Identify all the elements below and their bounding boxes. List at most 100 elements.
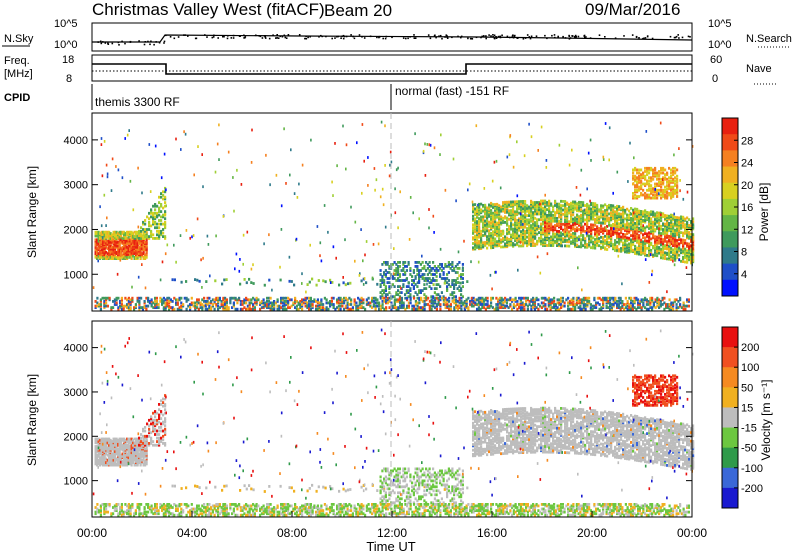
power-cell <box>662 176 665 180</box>
power-cell <box>360 296 363 300</box>
power-cell <box>283 300 286 303</box>
power-cell <box>395 267 398 270</box>
power-cell <box>522 225 525 229</box>
nsky-point <box>643 37 645 40</box>
power-cell <box>547 304 550 308</box>
power-cell <box>299 304 302 308</box>
power-cell <box>138 231 141 235</box>
power-cell <box>636 195 639 198</box>
nsky-point <box>276 34 278 36</box>
power-cell <box>462 301 465 305</box>
power-cell <box>453 267 456 270</box>
power-cell <box>526 231 529 235</box>
power-cell <box>500 209 503 213</box>
power-cell <box>285 301 288 305</box>
power-cell <box>395 306 398 309</box>
power-cell <box>451 300 454 303</box>
power-cell <box>672 217 675 220</box>
power-cell <box>546 235 549 239</box>
power-cell <box>590 207 593 211</box>
power-cell <box>684 239 687 242</box>
power-cell <box>215 304 218 308</box>
power-cell <box>656 221 659 225</box>
power-cell <box>383 261 386 264</box>
power-cell <box>428 281 431 284</box>
power-cell <box>432 301 435 305</box>
power-cell <box>560 227 563 230</box>
power-cell <box>283 296 286 300</box>
power-cell <box>582 238 585 242</box>
power-cell <box>636 246 639 250</box>
power-cell <box>550 224 553 227</box>
power-cell <box>332 304 335 308</box>
power-cell <box>596 212 599 216</box>
power-cell <box>682 248 685 252</box>
power-cell <box>567 304 570 308</box>
power-cell <box>502 239 505 243</box>
power-cell <box>416 281 419 285</box>
nsky-point <box>584 36 586 39</box>
power-cell <box>444 263 447 266</box>
power-cell <box>628 222 631 226</box>
power-cell <box>246 298 249 302</box>
nsky-point <box>414 37 417 39</box>
power-cell <box>632 243 635 246</box>
power-cell <box>105 301 108 305</box>
power-cell <box>618 233 621 237</box>
power-cell <box>99 242 102 245</box>
power-cell <box>551 300 554 303</box>
power-cell <box>524 230 527 233</box>
power-cell <box>634 217 637 221</box>
power-cell <box>644 296 647 300</box>
power-cell <box>446 265 449 268</box>
power-cell <box>670 228 673 231</box>
power-cell <box>640 245 643 249</box>
power-cell <box>476 303 479 306</box>
power-cell <box>670 168 673 172</box>
power-cell <box>676 246 679 250</box>
power-cell <box>602 220 605 224</box>
nsky-point <box>575 35 577 38</box>
power-cell <box>664 232 667 236</box>
power-cell <box>594 238 597 241</box>
power-cell <box>654 235 657 239</box>
power-cell <box>222 296 225 300</box>
power-cell <box>444 296 447 300</box>
power-cell <box>532 222 535 226</box>
power-cell <box>642 243 645 247</box>
power-cell <box>406 304 409 308</box>
power-cell <box>168 306 171 309</box>
power-cell <box>656 192 659 195</box>
power-cell <box>578 235 581 239</box>
power-cell <box>484 298 487 302</box>
power-cell <box>682 234 685 238</box>
power-cell <box>162 215 165 219</box>
nsky-point <box>439 34 442 37</box>
power-cell <box>644 226 647 230</box>
power-cell <box>630 247 633 250</box>
power-cell <box>185 298 188 302</box>
power-cell <box>638 195 641 198</box>
power-cell <box>548 242 551 246</box>
power-cell <box>652 212 655 215</box>
power-cell <box>203 304 206 308</box>
power-cell <box>556 219 559 223</box>
power-cell <box>644 239 647 243</box>
power-cell <box>196 298 199 302</box>
power-cell <box>528 303 531 306</box>
power-cell <box>138 300 141 303</box>
power-cell <box>336 306 339 309</box>
power-cell <box>434 301 437 305</box>
power-cell <box>692 253 695 257</box>
power-cell <box>320 300 323 303</box>
power-cell <box>567 296 570 300</box>
power-cell <box>533 303 536 306</box>
power-cell <box>157 306 160 309</box>
power-cell <box>530 215 533 219</box>
power-cell <box>548 199 551 203</box>
power-cell <box>528 300 531 303</box>
power-cell <box>662 223 665 227</box>
power-cell <box>648 241 651 245</box>
power-cell <box>109 240 112 244</box>
